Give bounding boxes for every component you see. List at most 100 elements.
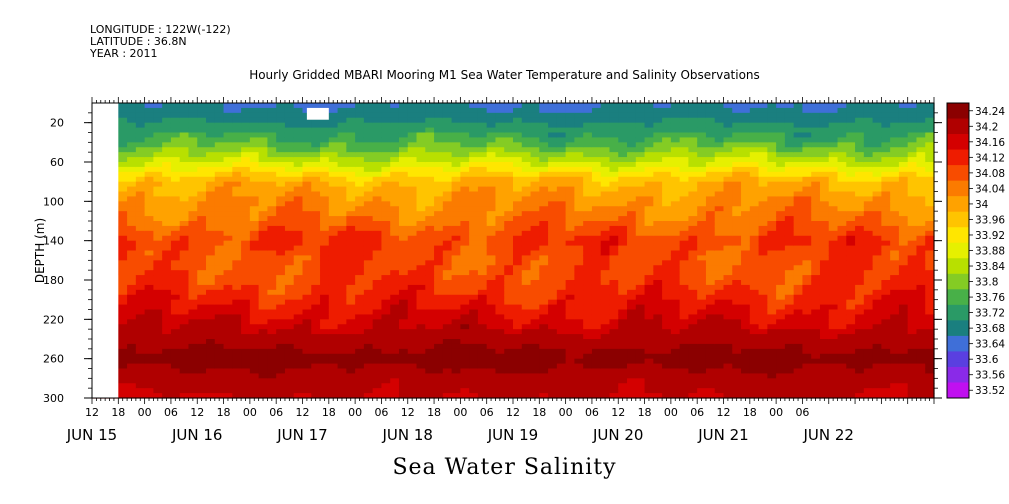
field-cell: [355, 343, 365, 350]
field-cell: [513, 373, 523, 379]
field-cell: [118, 157, 128, 163]
field-cell: [513, 201, 523, 207]
field-cell: [258, 339, 269, 345]
field-cell: [398, 103, 409, 109]
field-cell: [214, 329, 225, 335]
field-cell: [407, 132, 418, 139]
field-cell: [495, 176, 505, 183]
field-cell: [451, 152, 461, 158]
field-cell: [732, 343, 742, 350]
field-cell: [302, 176, 312, 183]
field-cell: [434, 112, 444, 119]
field-cell: [688, 294, 698, 301]
field-cell: [249, 358, 260, 365]
field-cell: [232, 221, 242, 227]
field-cell: [548, 275, 558, 281]
field-cell: [705, 142, 716, 148]
field-cell: [249, 383, 260, 389]
field-cell: [802, 225, 812, 232]
field-cell: [548, 117, 558, 124]
field-cell: [486, 122, 497, 129]
field-cell: [381, 363, 391, 370]
field-cell: [705, 103, 716, 109]
field-cell: [372, 339, 383, 345]
field-cell: [504, 107, 514, 114]
field-cell: [811, 284, 821, 291]
field-cell: [811, 250, 821, 257]
field-cell: [355, 147, 365, 153]
field-cell: [670, 137, 681, 143]
field-cell: [320, 294, 330, 301]
field-cell: [223, 122, 233, 129]
field-cell: [618, 157, 628, 163]
field-cell: [495, 265, 505, 271]
field-cell: [767, 132, 777, 139]
field-cell: [144, 171, 154, 178]
field-cell: [302, 255, 312, 261]
field-cell: [653, 152, 663, 158]
field-cell: [644, 147, 654, 153]
field-cell: [135, 221, 146, 227]
field-cell: [477, 181, 488, 188]
field-cell: [434, 103, 444, 109]
field-cell: [258, 388, 269, 394]
field-cell: [118, 107, 128, 114]
field-cell: [513, 132, 523, 139]
field-cell: [618, 171, 628, 178]
field-cell: [416, 353, 426, 360]
field-cell: [732, 142, 742, 148]
field-cell: [469, 240, 479, 247]
field-cell: [530, 255, 540, 261]
field-cell: [118, 171, 128, 178]
field-cell: [416, 107, 426, 114]
field-cell: [486, 388, 497, 394]
field-cell: [416, 171, 426, 178]
field-cell: [127, 250, 137, 257]
field-cell: [127, 289, 137, 296]
field-cell: [127, 314, 137, 320]
field-cell: [267, 284, 277, 291]
field-cell: [495, 181, 505, 188]
field-cell: [784, 171, 795, 178]
field-cell: [662, 230, 672, 237]
field-cell: [188, 176, 198, 183]
field-cell: [793, 211, 804, 217]
field-cell: [548, 334, 558, 340]
field-cell: [793, 378, 804, 384]
field-cell: [802, 201, 812, 207]
field-cell: [741, 211, 751, 217]
field-cell: [144, 216, 154, 222]
field-cell: [513, 225, 523, 232]
field-cell: [723, 299, 733, 306]
field-cell: [495, 132, 505, 139]
field-cell: [486, 339, 497, 345]
field-cell: [284, 284, 295, 291]
field-cell: [469, 142, 479, 148]
field-cell: [793, 358, 804, 365]
field-cell: [723, 388, 733, 394]
field-cell: [521, 275, 532, 281]
field-cell: [135, 191, 146, 198]
field-cell: [241, 304, 251, 311]
field-cell: [144, 353, 154, 360]
field-cell: [276, 152, 286, 158]
field-cell: [662, 122, 672, 129]
field-cell: [714, 250, 725, 257]
field-cell: [241, 132, 251, 139]
field-cell: [372, 201, 383, 207]
field-cell: [267, 216, 277, 222]
field-cell: [670, 211, 681, 217]
field-cell: [355, 235, 365, 242]
field-cell: [188, 304, 198, 311]
field-cell: [583, 289, 593, 296]
field-cell: [293, 289, 304, 296]
field-cell: [214, 348, 225, 355]
field-cell: [144, 309, 154, 316]
field-cell: [565, 275, 575, 281]
field-cell: [513, 270, 523, 276]
field-cell: [486, 373, 497, 379]
field-cell: [539, 240, 549, 247]
field-cell: [135, 201, 146, 207]
field-cell: [144, 275, 154, 281]
field-cell: [355, 250, 365, 257]
